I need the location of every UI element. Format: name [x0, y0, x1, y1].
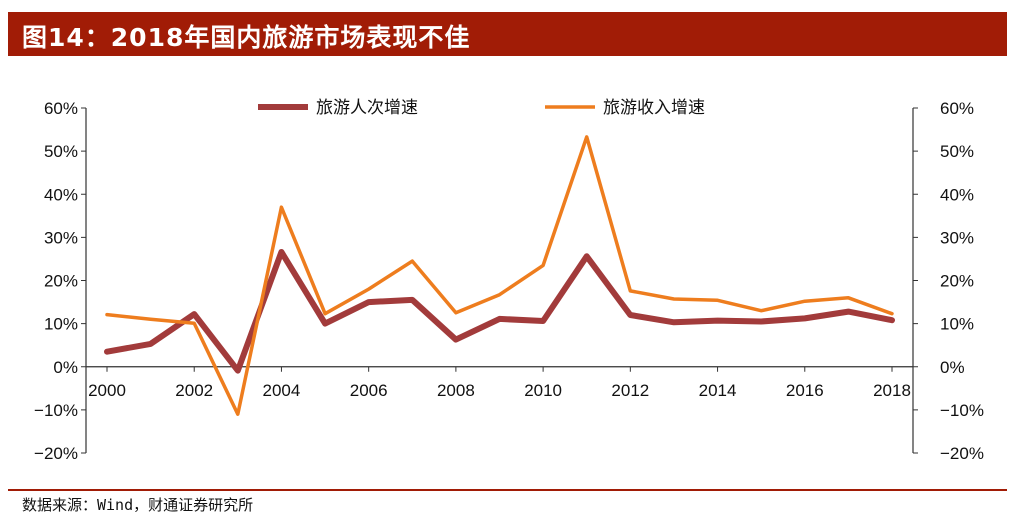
- x-tick-label: 2008: [437, 381, 475, 400]
- title-bar: 图14：2018年国内旅游市场表现不佳: [8, 12, 1007, 56]
- y-tick-label-right: 60%: [940, 99, 974, 118]
- y-tick-label-right: 50%: [940, 142, 974, 161]
- x-tick-label: 2004: [263, 381, 301, 400]
- y-tick-label-left: 0%: [53, 358, 78, 377]
- y-tick-label-left: 10%: [44, 315, 78, 334]
- y-tick-label-left: 40%: [44, 185, 78, 204]
- x-tick-label: 2016: [786, 381, 824, 400]
- y-tick-label-right: 0%: [940, 358, 965, 377]
- chart-title: 图14：2018年国内旅游市场表现不佳: [22, 23, 471, 52]
- bottom-rule: [8, 489, 1007, 491]
- x-tick-label: 2006: [350, 381, 388, 400]
- y-tick-label-right: −20%: [940, 444, 984, 463]
- y-tick-label-left: 60%: [44, 99, 78, 118]
- y-tick-label-right: 40%: [940, 185, 974, 204]
- y-tick-label-right: −10%: [940, 401, 984, 420]
- y-tick-label-left: 50%: [44, 142, 78, 161]
- series-line-2: [105, 135, 894, 416]
- y-tick-label-right: 10%: [940, 315, 974, 334]
- series-line-1: [104, 249, 895, 374]
- y-tick-label-right: 30%: [940, 228, 974, 247]
- y-tick-label-left: −10%: [34, 401, 78, 420]
- x-tick-label: 2018: [873, 381, 911, 400]
- x-tick-label: 2014: [699, 381, 737, 400]
- chart: 60% 60% 50% 50% 40% 40% 30% 30% 20% 20% 10% 10% 0% 0%…: [34, 98, 984, 463]
- x-tick-label: 2012: [611, 381, 649, 400]
- legend-label-1: 旅游人次增速: [316, 98, 418, 118]
- y-tick-label-left: −20%: [34, 444, 78, 463]
- y-tick-label-left: 20%: [44, 272, 78, 291]
- source-note: 数据来源：Wind，财通证券研究所: [22, 496, 254, 514]
- legend-label-2: 旅游收入增速: [603, 98, 705, 118]
- y-tick-label-right: 20%: [940, 272, 974, 291]
- x-tick-label: 2010: [524, 381, 562, 400]
- x-tick-label: 2002: [175, 381, 213, 400]
- x-tick-label: 2000: [88, 381, 126, 400]
- y-tick-label-left: 30%: [44, 228, 78, 247]
